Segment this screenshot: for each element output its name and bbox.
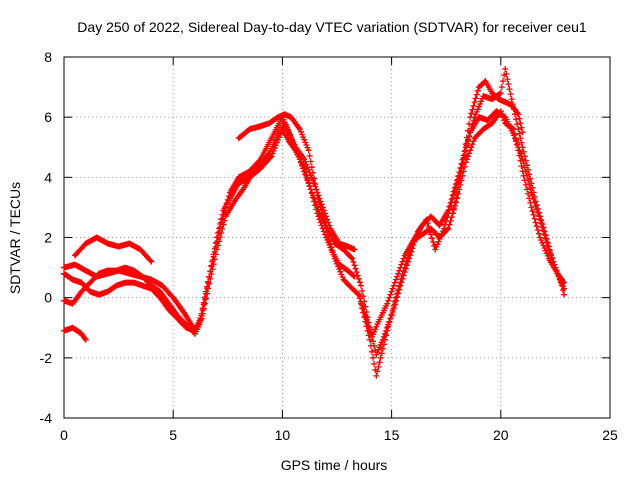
- series-track-5: [61, 324, 89, 343]
- data-marker-trace: [449, 78, 526, 217]
- data-marker-trace: [71, 234, 155, 265]
- x-tick-label: 15: [384, 427, 400, 443]
- data-marker-trace: [61, 324, 89, 343]
- series-track-6: [235, 108, 568, 358]
- y-tick-label: 2: [44, 230, 52, 246]
- series-track-8: [449, 78, 526, 217]
- data-points: [61, 66, 568, 379]
- y-axis-label: SDTVAR / TECUs: [7, 182, 23, 294]
- series-track-2: [61, 114, 358, 337]
- y-tick-label: -4: [40, 410, 53, 426]
- tick-labels: 0 5 10 15 20 25 -4 -2 0 2 4 6 8: [40, 49, 618, 443]
- x-tick-label: 25: [602, 427, 618, 443]
- data-marker-trace: [61, 114, 358, 337]
- series-track-1: [61, 126, 358, 334]
- data-marker-trace: [61, 108, 568, 340]
- y-tick-label: -2: [40, 350, 53, 366]
- y-tick-label: 4: [44, 169, 52, 185]
- series-track-4: [71, 234, 155, 265]
- data-marker-trace: [235, 108, 568, 358]
- axis-ticks: [63, 56, 611, 419]
- x-tick-label: 20: [493, 427, 509, 443]
- series-track-3: [61, 108, 568, 340]
- x-tick-label: 0: [60, 427, 68, 443]
- y-tick-label: 8: [44, 49, 52, 65]
- y-tick-label: 6: [44, 109, 52, 125]
- x-axis-label: GPS time / hours: [281, 457, 388, 473]
- y-tick-label: 0: [44, 290, 52, 306]
- x-tick-label: 5: [169, 427, 177, 443]
- x-tick-label: 10: [275, 427, 291, 443]
- chart-title: Day 250 of 2022, Sidereal Day-to-day VTE…: [77, 19, 587, 35]
- data-marker-trace: [61, 126, 358, 334]
